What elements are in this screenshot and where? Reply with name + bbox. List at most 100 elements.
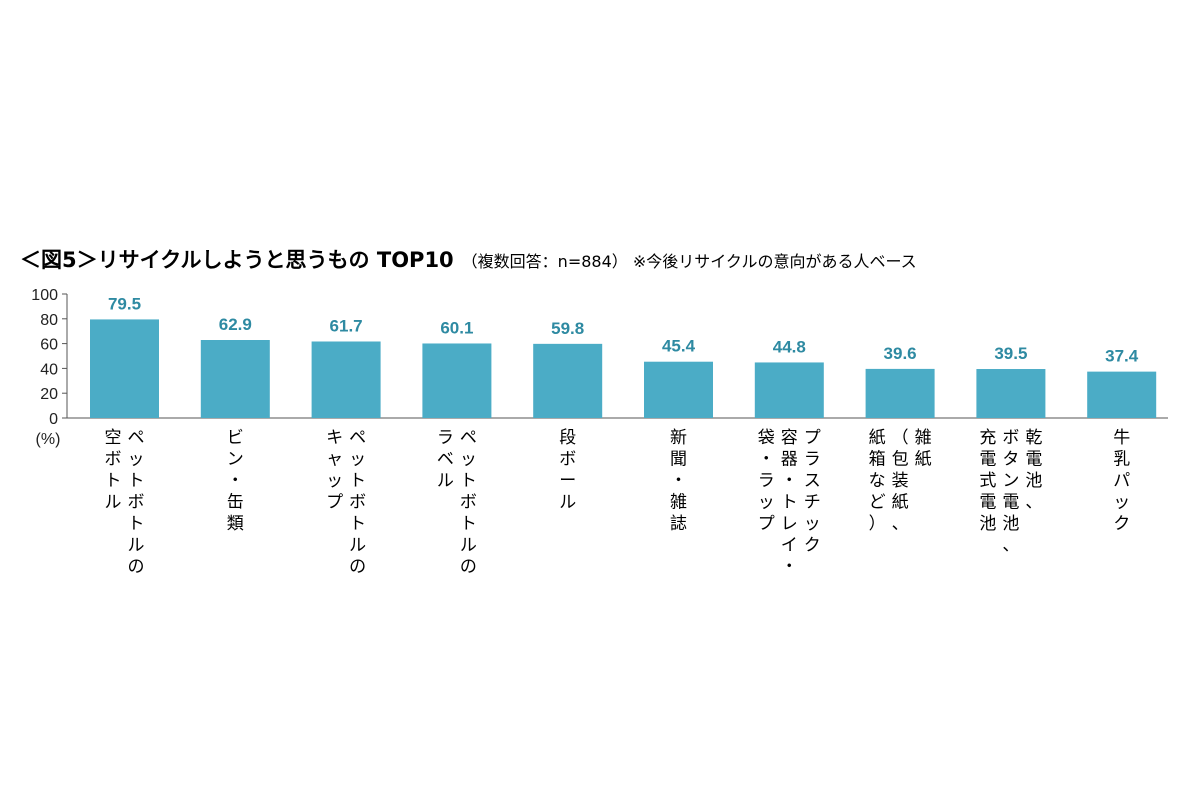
category-label-char: ペ xyxy=(349,428,366,448)
category-label-char: ル xyxy=(437,471,454,491)
category-label-char: ッ xyxy=(326,471,343,491)
category-label-char: ト xyxy=(460,471,477,491)
category-label-char: プ xyxy=(804,428,821,448)
category-label-char: ど xyxy=(869,493,886,513)
category-label-char: ト xyxy=(781,493,798,513)
category-label-char: の xyxy=(349,557,366,577)
category-label-char: ト xyxy=(349,514,366,534)
bar-value-label: 44.8 xyxy=(773,337,806,356)
category-label-char: ボ xyxy=(105,450,122,470)
category-label-char: ル xyxy=(105,493,122,513)
category-label-char: プ xyxy=(758,514,775,534)
category-label-char: ト xyxy=(105,471,122,491)
category-label-char: 電 xyxy=(1002,493,1019,513)
category-label-char: 空 xyxy=(105,428,122,448)
bar xyxy=(422,343,492,418)
y-axis-label: (%) xyxy=(36,431,61,448)
category-label-char: 器 xyxy=(781,450,798,470)
bar xyxy=(311,341,381,418)
bars xyxy=(90,319,1157,418)
category-label-char: ラ xyxy=(437,428,454,448)
category-label-char: ） xyxy=(869,514,886,534)
category-label-char: ベ xyxy=(437,450,454,470)
category-label-char: ト xyxy=(460,514,477,534)
category-label-char: 装 xyxy=(892,471,909,491)
bar-value-label: 59.8 xyxy=(551,319,584,338)
category-label-char: 紙 xyxy=(915,450,932,470)
category-label-char: キ xyxy=(326,428,343,448)
category-label-char: 袋 xyxy=(758,428,775,448)
category-label-char: の xyxy=(128,557,145,577)
category-label-char: 、 xyxy=(1002,536,1019,556)
category-label-char: の xyxy=(460,557,477,577)
bar-value-label: 61.7 xyxy=(330,316,363,335)
category-label-char: 段 xyxy=(559,428,576,448)
category-label-char: ク xyxy=(804,536,821,556)
bar-value-label: 62.9 xyxy=(219,315,252,334)
category-label-char: ル xyxy=(460,536,477,556)
category-label-char: 充 xyxy=(979,428,996,448)
category-label-char: ス xyxy=(804,471,821,491)
y-tick-label: 100 xyxy=(31,287,58,304)
category-label-char: 池 xyxy=(1002,514,1019,534)
category-label-char: レ xyxy=(781,514,798,534)
bar xyxy=(200,340,270,418)
bar-value-label: 37.4 xyxy=(1105,347,1139,366)
category-label-char: 電 xyxy=(979,493,996,513)
category-label-char: ボ xyxy=(349,493,366,513)
category-label-char: ボ xyxy=(460,493,477,513)
category-label-char: ・ xyxy=(781,557,798,577)
bar-value-label: 60.1 xyxy=(440,318,473,337)
category-label-char: な xyxy=(869,471,886,491)
category-label-char: 雑 xyxy=(915,428,932,448)
y-tick-label: 60 xyxy=(40,337,58,354)
bar-value-label: 39.6 xyxy=(884,344,917,363)
category-label-char: ト xyxy=(128,514,145,534)
category-label-char: 缶 xyxy=(227,493,244,513)
category-label-char: ・ xyxy=(758,450,775,470)
category-label-char: 包 xyxy=(892,450,909,470)
chart-subtitle: （複数回答：n=884） ※今後リサイクルの意向がある人ベース xyxy=(461,252,917,271)
category-label-char: ル xyxy=(559,493,576,513)
bar xyxy=(90,319,159,418)
category-label-char: 紙 xyxy=(892,493,909,513)
category-label-char: 容 xyxy=(781,428,798,448)
category-label-char: ボ xyxy=(128,493,145,513)
category-label-char: ペ xyxy=(460,428,477,448)
y-tick-label: 40 xyxy=(40,361,58,378)
category-label-char: ボ xyxy=(559,450,576,470)
y-tick-label: 20 xyxy=(40,386,58,403)
category-label-char: ビ xyxy=(227,428,244,448)
category-label-char: ッ xyxy=(804,514,821,534)
category-label-char: ー xyxy=(559,471,576,491)
category-label-char: ク xyxy=(1113,514,1130,534)
bar xyxy=(644,361,713,418)
category-label-char: ッ xyxy=(349,450,366,470)
category-label-char: 、 xyxy=(892,514,909,534)
bar-value-label: 39.5 xyxy=(994,344,1027,363)
category-label-char: ッ xyxy=(128,450,145,470)
category-label-char: 電 xyxy=(979,450,996,470)
value-labels: 79.5 62.9 61.7 60.1 59.8 45.4 44.8 39.6 39.5 37.4 xyxy=(108,294,1139,365)
category-label-char: ・ xyxy=(781,471,798,491)
y-tick-label: 0 xyxy=(49,411,58,428)
bar xyxy=(1087,371,1157,418)
category-label-char: イ xyxy=(781,536,798,556)
bar xyxy=(865,368,935,418)
chart-title: ＜図5＞リサイクルしようと思うもの TOP10 xyxy=(20,248,454,272)
category-label-char: 牛 xyxy=(1113,428,1130,448)
category-label-char: ・ xyxy=(670,471,687,491)
category-label-char: 乾 xyxy=(1025,428,1042,448)
category-label-char: パ xyxy=(1113,471,1130,491)
category-label-char: チ xyxy=(804,493,821,513)
y-tick-label: 80 xyxy=(40,312,58,329)
category-label-char: ン xyxy=(227,450,244,470)
bar xyxy=(754,362,824,418)
bar-value-label: 45.4 xyxy=(662,337,696,356)
category-label-char: 雑 xyxy=(670,493,687,513)
category-label-char: ラ xyxy=(758,471,775,491)
category-labels: ペットボトルの空ボトルビン・缶類ペットボトルのキャップペットボトルのラベル段ボー… xyxy=(105,428,1131,577)
category-label-char: 箱 xyxy=(869,450,886,470)
category-label-char: ・ xyxy=(227,471,244,491)
category-label-char: プ xyxy=(326,493,343,513)
